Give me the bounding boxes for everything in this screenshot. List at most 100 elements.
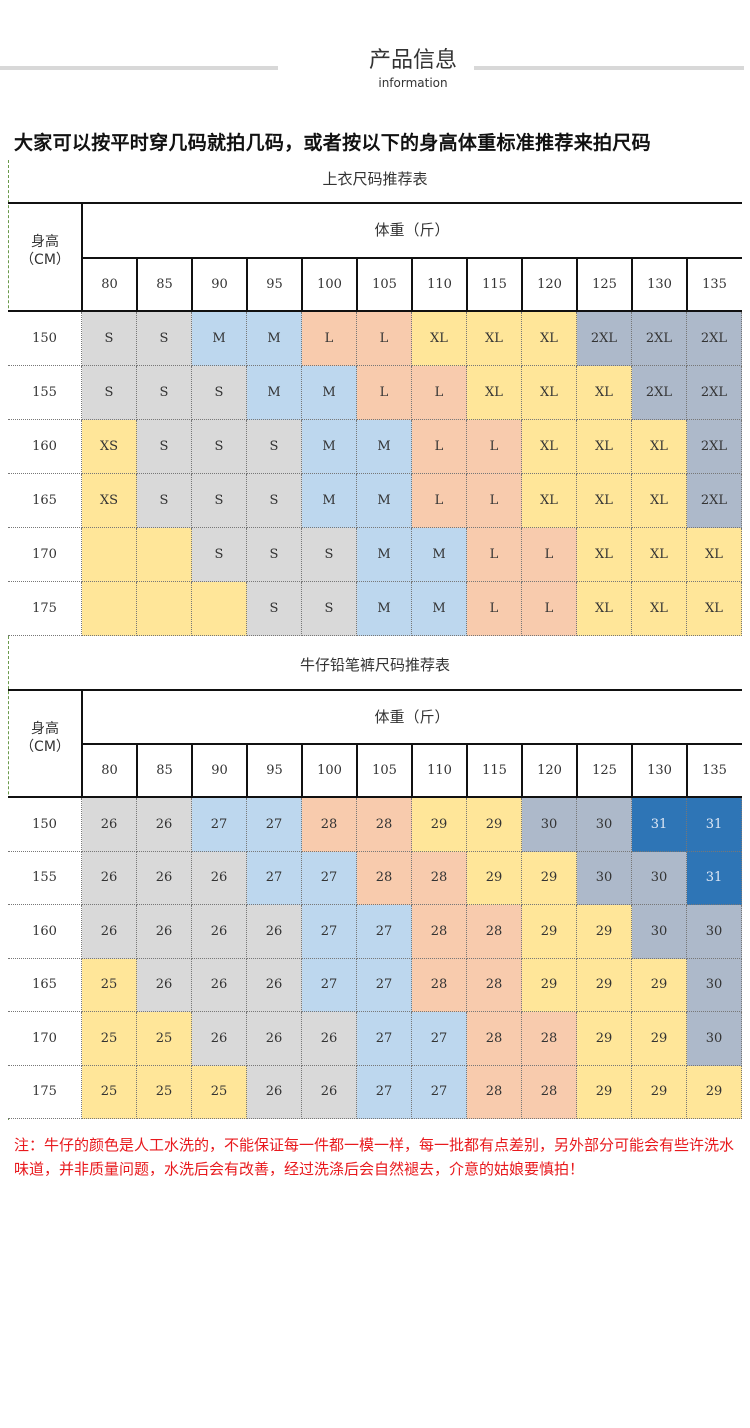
height-cell: 165: [8, 958, 82, 1012]
size-cell: 25: [137, 1065, 192, 1119]
table-rule: [246, 743, 248, 798]
size-cell: 27: [302, 905, 357, 959]
table-rule: [411, 743, 413, 798]
size-cell: 26: [192, 958, 247, 1012]
size-cell: [137, 528, 192, 582]
size-cell: S: [247, 582, 302, 636]
size-cell: 26: [137, 798, 192, 852]
size-cell: 29: [412, 798, 467, 852]
size-cell: 26: [247, 958, 302, 1012]
size-cell: 26: [247, 1065, 302, 1119]
table-rule: [411, 257, 413, 312]
size-cell: 28: [412, 851, 467, 905]
size-cell: XL: [522, 366, 577, 420]
height-cell: 155: [8, 851, 82, 905]
size-cell: 29: [632, 1065, 687, 1119]
size-cell: 26: [82, 905, 137, 959]
table-rule: [576, 743, 578, 798]
size-cell: L: [302, 312, 357, 366]
size-cell: 30: [577, 851, 632, 905]
size-cell: XL: [577, 528, 632, 582]
size-cell: 26: [137, 958, 192, 1012]
size-cell: M: [302, 366, 357, 420]
size-cell: S: [247, 474, 302, 528]
size-cell: S: [302, 582, 357, 636]
weight-header: 80: [101, 277, 118, 292]
size-cell: 29: [467, 851, 522, 905]
size-cell: 26: [302, 1065, 357, 1119]
size-cell: 29: [577, 905, 632, 959]
header-divider-left: [0, 66, 278, 70]
size-cell: XL: [687, 582, 742, 636]
size-cell: 25: [82, 1065, 137, 1119]
weight-header: 85: [156, 277, 173, 292]
weight-header: 80: [101, 763, 118, 778]
size-cell: S: [192, 474, 247, 528]
size-cell: 30: [687, 958, 742, 1012]
size-cell: XL: [522, 420, 577, 474]
weight-header: 130: [647, 763, 672, 778]
size-cell: 27: [302, 958, 357, 1012]
size-cell: 29: [632, 1012, 687, 1066]
size-cell: S: [137, 420, 192, 474]
table-rule: [136, 743, 138, 798]
table-rule: [686, 257, 688, 312]
size-cell: 29: [577, 958, 632, 1012]
size-cell: M: [357, 420, 412, 474]
weight-header: 90: [211, 277, 228, 292]
table-rule: [81, 689, 83, 798]
size-cell: L: [467, 420, 522, 474]
size-cell: 30: [687, 905, 742, 959]
size-cell: 2XL: [687, 420, 742, 474]
size-cell: XL: [467, 312, 522, 366]
size-cell: 27: [357, 1012, 412, 1066]
size-cell: S: [247, 420, 302, 474]
size-cell: 26: [137, 851, 192, 905]
height-cell: 175: [8, 1065, 82, 1119]
size-cell: XS: [82, 420, 137, 474]
size-cell: 31: [687, 798, 742, 852]
weight-header: 135: [702, 763, 727, 778]
size-cell: 25: [82, 958, 137, 1012]
weight-header: 95: [266, 277, 283, 292]
table-rule: [631, 743, 633, 798]
size-cell: 27: [192, 798, 247, 852]
tops-size-table: 上衣尺码推荐表 身高 （CM） 体重（斤） 80 85 90 95 100 105 110 115 1…: [8, 160, 742, 636]
size-cell: 2XL: [577, 312, 632, 366]
size-cell: 27: [412, 1012, 467, 1066]
table-rule: [246, 257, 248, 312]
size-cell: L: [412, 366, 467, 420]
size-cell: 28: [357, 851, 412, 905]
size-cell: L: [357, 312, 412, 366]
weight-header: 115: [482, 763, 507, 778]
size-cell: 28: [467, 1065, 522, 1119]
size-cell: 26: [82, 851, 137, 905]
size-cell: 29: [467, 798, 522, 852]
section-subtitle: information: [378, 76, 448, 90]
weight-header: 90: [211, 763, 228, 778]
size-cell: 2XL: [687, 312, 742, 366]
table-rule: [576, 257, 578, 312]
table-rule: [466, 257, 468, 312]
size-cell: 29: [522, 851, 577, 905]
size-cell: M: [302, 474, 357, 528]
weight-header: 105: [372, 277, 397, 292]
height-cell: 170: [8, 528, 82, 582]
jeans-size-table: 牛仔铅笔裤尺码推荐表 身高 （CM） 体重（斤） 80 85 90 95 100 105 110 1…: [8, 640, 742, 1120]
size-cell: L: [522, 582, 577, 636]
size-cell: M: [412, 582, 467, 636]
size-cell: 28: [302, 798, 357, 852]
height-cell: 160: [8, 905, 82, 959]
size-cell: 26: [247, 1012, 302, 1066]
weight-header: 130: [647, 277, 672, 292]
weight-header: 135: [702, 277, 727, 292]
table-rule: [631, 257, 633, 312]
size-cell: M: [412, 528, 467, 582]
table-rule: [191, 743, 193, 798]
weight-header: 125: [592, 277, 617, 292]
weight-header: 110: [427, 763, 452, 778]
table-rule: [136, 257, 138, 312]
size-cell: 27: [357, 1065, 412, 1119]
size-cell: L: [522, 528, 577, 582]
weight-header: 100: [317, 763, 342, 778]
